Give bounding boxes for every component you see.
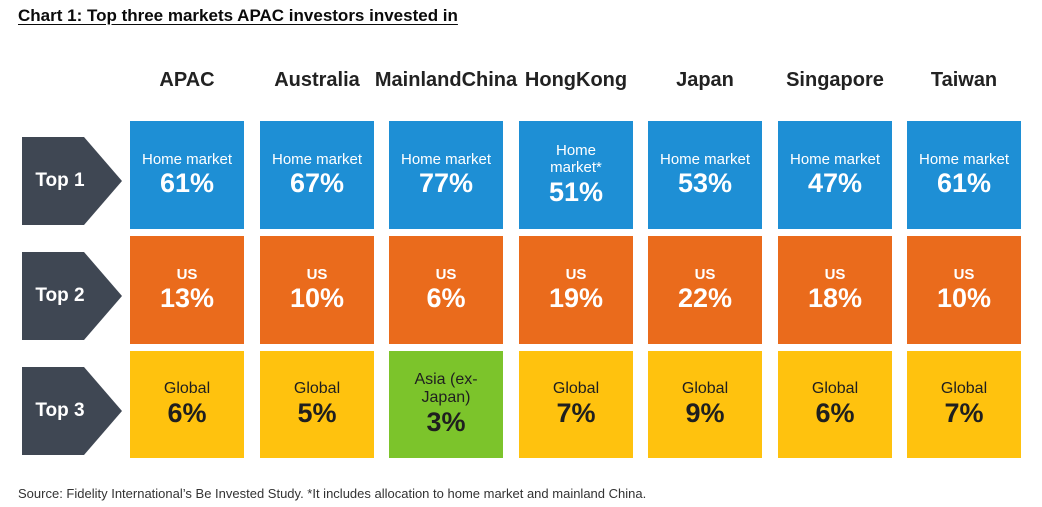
chart-title: Chart 1: Top three markets APAC investor…: [18, 6, 458, 25]
column-header-australia: Australia: [260, 52, 374, 108]
column-header-singapore: Singapore: [778, 52, 892, 108]
cell-market-label: Home market: [271, 150, 363, 168]
cell-top-1-apac: Home market 61%: [130, 121, 244, 229]
cell-percentage: 3%: [426, 407, 466, 438]
column-header-taiwan: Taiwan: [907, 52, 1021, 108]
cell-top-2-hong-kong: US 19%: [519, 236, 633, 344]
column-header-line: China: [461, 69, 518, 91]
cell-top-3-taiwan: Global 7%: [907, 351, 1021, 458]
column-header-line: Japan: [676, 69, 734, 91]
cell-market-label: US: [176, 265, 198, 283]
cell-percentage: 47%: [807, 168, 863, 199]
cell-top-1-hong-kong: Home market* 51%: [519, 121, 633, 229]
column-header-line: APAC: [159, 69, 215, 91]
cell-percentage: 77%: [418, 168, 474, 199]
cell-percentage: 18%: [807, 283, 863, 314]
column-header-apac: APAC: [130, 52, 244, 108]
cell-top-1-mainland-china: Home market 77%: [389, 121, 503, 229]
cell-top-3-hong-kong: Global 7%: [519, 351, 633, 458]
source-note: Source: Fidelity International’s Be Inve…: [18, 486, 647, 501]
cell-top-2-taiwan: US 10%: [907, 236, 1021, 344]
row-label: Top 2: [35, 285, 85, 306]
cell-top-2-mainland-china: US 6%: [389, 236, 503, 344]
cell-market-label: Home market: [659, 150, 751, 168]
cell-market-label: Japan): [421, 388, 471, 406]
row-label: Top 3: [35, 400, 85, 421]
cell-market-label: Home market: [789, 150, 881, 168]
cell-market-label: Global: [293, 379, 341, 397]
cell-percentage: 61%: [936, 168, 992, 199]
chevron-arrow-icon: [22, 137, 122, 225]
cell-market-label: US: [565, 265, 587, 283]
cell-top-2-japan: US 22%: [648, 236, 762, 344]
column-header-mainland-china: Mainland China: [375, 52, 517, 108]
cell-percentage: 53%: [677, 168, 733, 199]
cell-market-label: US: [435, 265, 457, 283]
cell-market-label: Home market: [141, 150, 233, 168]
row-arrow-top-1: Top 1: [22, 137, 122, 225]
cell-market-label: Global: [681, 379, 729, 397]
cell-top-2-apac: US 13%: [130, 236, 244, 344]
cell-percentage: 22%: [677, 283, 733, 314]
cell-market-label: Asia (ex-: [414, 370, 478, 388]
column-header-line: Kong: [576, 69, 628, 91]
cell-top-3-australia: Global 5%: [260, 351, 374, 458]
cell-market-label: US: [824, 265, 846, 283]
cell-market-label: US: [953, 265, 975, 283]
cell-percentage: 13%: [159, 283, 215, 314]
cell-percentage: 7%: [556, 398, 596, 429]
column-header-line: Mainland: [374, 69, 462, 91]
chevron-arrow-icon: [22, 252, 122, 340]
cell-market-label: Home market: [400, 150, 492, 168]
cell-percentage: 5%: [297, 398, 337, 429]
cell-percentage: 6%: [815, 398, 855, 429]
column-header-hong-kong: Hong Kong: [519, 52, 633, 108]
cell-top-1-taiwan: Home market 61%: [907, 121, 1021, 229]
cell-market-label: US: [306, 265, 328, 283]
cell-top-2-singapore: US 18%: [778, 236, 892, 344]
cell-percentage: 9%: [685, 398, 725, 429]
column-header-line: Australia: [274, 69, 360, 91]
cell-market-label: Home: [555, 142, 596, 160]
cell-top-3-singapore: Global 6%: [778, 351, 892, 458]
column-header-line: Singapore: [786, 69, 884, 91]
cell-market-label: Global: [163, 379, 211, 397]
cell-market-label: market*: [550, 159, 602, 177]
column-header-line: Hong: [524, 69, 576, 91]
cell-market-label: Global: [552, 379, 600, 397]
cell-top-3-japan: Global 9%: [648, 351, 762, 458]
cell-market-label: US: [694, 265, 716, 283]
cell-top-1-australia: Home market 67%: [260, 121, 374, 229]
column-header-japan: Japan: [648, 52, 762, 108]
cell-market-label: Global: [811, 379, 859, 397]
cell-top-3-mainland-china: Asia (ex- Japan) 3%: [389, 351, 503, 458]
cell-percentage: 51%: [548, 176, 604, 207]
column-header-line: Taiwan: [930, 69, 998, 91]
cell-top-2-australia: US 10%: [260, 236, 374, 344]
row-label: Top 1: [35, 170, 85, 191]
cell-percentage: 10%: [936, 283, 992, 314]
row-arrow-top-2: Top 2: [22, 252, 122, 340]
cell-percentage: 61%: [159, 168, 215, 199]
cell-top-1-singapore: Home market 47%: [778, 121, 892, 229]
cell-percentage: 7%: [944, 398, 984, 429]
cell-percentage: 10%: [289, 283, 345, 314]
cell-percentage: 67%: [289, 168, 345, 199]
row-arrow-top-3: Top 3: [22, 367, 122, 455]
cell-market-label: Global: [940, 379, 988, 397]
cell-market-label: Home market: [918, 150, 1010, 168]
cell-percentage: 19%: [548, 283, 604, 314]
cell-percentage: 6%: [426, 283, 466, 314]
cell-top-1-japan: Home market 53%: [648, 121, 762, 229]
cell-top-3-apac: Global 6%: [130, 351, 244, 458]
chevron-arrow-icon: [22, 367, 122, 455]
cell-percentage: 6%: [167, 398, 207, 429]
